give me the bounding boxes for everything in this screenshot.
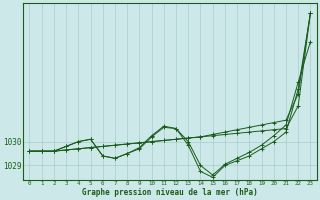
X-axis label: Graphe pression niveau de la mer (hPa): Graphe pression niveau de la mer (hPa) — [82, 188, 258, 197]
